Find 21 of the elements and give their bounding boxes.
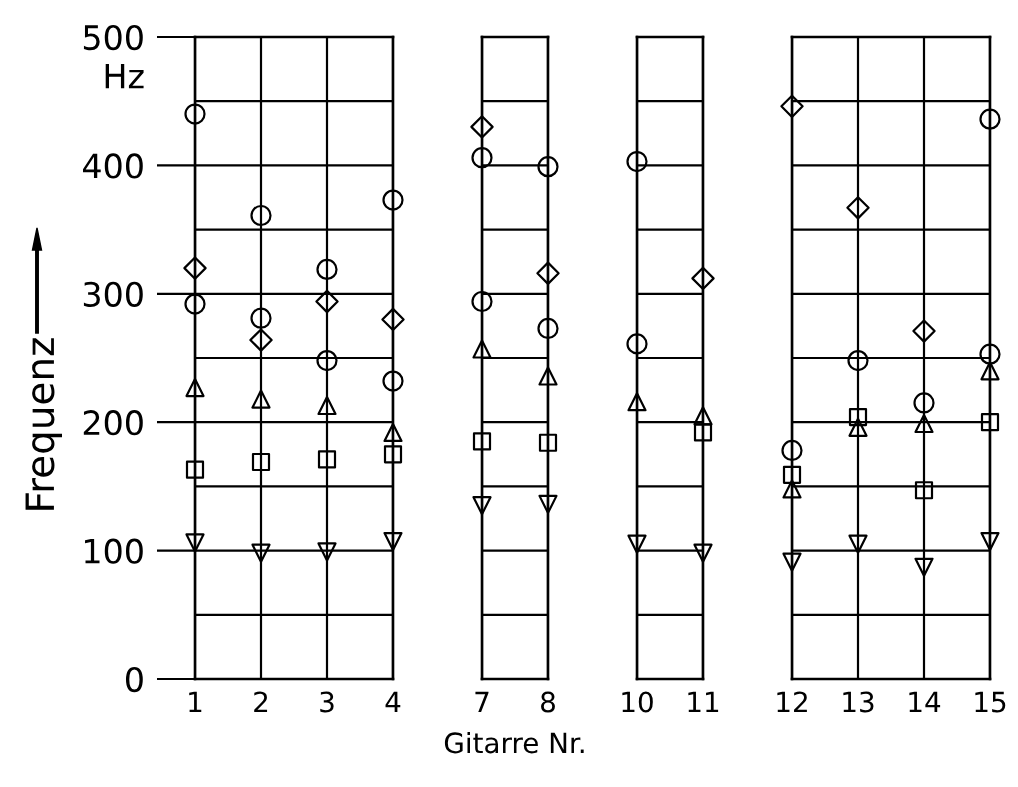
x-tick-label: 3 — [320, 691, 334, 713]
y-tick-label: 200 — [83, 410, 143, 436]
y-tick-label: 0 — [125, 666, 143, 693]
x-tick-label: 2 — [254, 691, 268, 713]
y-tick-label: 100 — [85, 538, 143, 564]
text: Hz — [105, 63, 144, 89]
x-tick-label: 11 — [688, 691, 719, 713]
x-tick-label: 7 — [475, 691, 489, 713]
y-tick-label: 400 — [83, 153, 143, 179]
y-tick-label: 300 — [83, 281, 143, 307]
x-tick-label: 12 — [777, 691, 807, 713]
x-axis-title: Gitarre Nr. — [444, 731, 584, 754]
x-tick-label: 10 — [622, 691, 653, 713]
x-tick-label: 8 — [541, 691, 555, 713]
x-tick-label: 15 — [975, 691, 1006, 713]
x-tick-label: 13 — [843, 691, 874, 713]
y-axis-title: Frequenz — [25, 338, 62, 510]
x-tick-label: 14 — [909, 691, 941, 713]
y-tick-label: 500 — [83, 24, 143, 51]
x-tick-label: 4 — [385, 691, 401, 713]
x-tick-label: 1 — [189, 691, 202, 713]
